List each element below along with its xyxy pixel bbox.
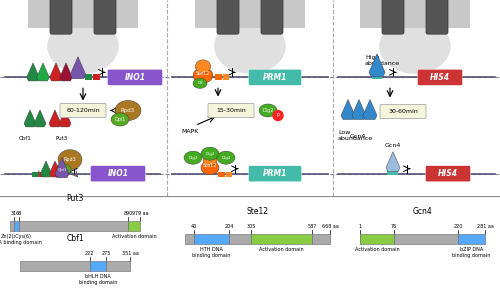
- Text: 222: 222: [85, 251, 94, 256]
- Bar: [14, 221, 19, 231]
- Text: Ste12: Ste12: [246, 207, 268, 216]
- Text: Opi1: Opi1: [114, 117, 126, 122]
- Text: 40: 40: [190, 224, 197, 229]
- Text: Put3: Put3: [56, 135, 68, 141]
- Ellipse shape: [201, 161, 219, 175]
- FancyBboxPatch shape: [108, 69, 162, 86]
- Ellipse shape: [47, 19, 119, 74]
- Polygon shape: [34, 110, 46, 127]
- Text: 60-120min: 60-120min: [66, 108, 100, 113]
- Polygon shape: [36, 63, 50, 81]
- Text: HTH DNA
binding domain: HTH DNA binding domain: [192, 247, 230, 258]
- Polygon shape: [352, 100, 366, 120]
- FancyBboxPatch shape: [261, 0, 283, 34]
- Text: Dig2: Dig2: [221, 156, 231, 160]
- Text: 281 aa: 281 aa: [476, 224, 494, 229]
- Bar: [372, 74, 382, 79]
- Text: Activation domain: Activation domain: [260, 247, 304, 252]
- Text: 15-30min: 15-30min: [216, 108, 246, 113]
- Bar: [128, 221, 140, 231]
- Bar: [10, 221, 14, 231]
- Polygon shape: [60, 63, 72, 81]
- Text: INO1: INO1: [124, 73, 146, 82]
- Ellipse shape: [203, 154, 217, 166]
- Text: INO1: INO1: [108, 169, 128, 178]
- Bar: [226, 172, 232, 177]
- Polygon shape: [50, 63, 62, 81]
- Text: Cbf1: Cbf1: [66, 234, 84, 243]
- Text: D2: D2: [197, 81, 203, 85]
- Ellipse shape: [184, 151, 202, 164]
- Bar: [387, 170, 398, 175]
- Ellipse shape: [380, 19, 451, 74]
- Polygon shape: [50, 161, 60, 177]
- Bar: [195, 0, 305, 28]
- Bar: [230, 234, 251, 244]
- FancyBboxPatch shape: [248, 166, 302, 182]
- Polygon shape: [49, 110, 61, 127]
- Text: PRM1: PRM1: [263, 169, 287, 178]
- Bar: [223, 74, 229, 80]
- Text: Put3: Put3: [66, 194, 84, 203]
- Text: HIS4: HIS4: [430, 73, 450, 82]
- Ellipse shape: [196, 60, 210, 73]
- Polygon shape: [40, 161, 52, 177]
- Text: Rpd3: Rpd3: [64, 157, 76, 162]
- FancyBboxPatch shape: [50, 0, 72, 34]
- Polygon shape: [386, 152, 400, 172]
- Text: Dig2: Dig2: [262, 108, 274, 113]
- Bar: [106, 261, 130, 271]
- Bar: [20, 261, 89, 271]
- Bar: [93, 74, 100, 80]
- Bar: [85, 74, 92, 80]
- FancyBboxPatch shape: [94, 0, 116, 34]
- Polygon shape: [369, 54, 385, 77]
- Bar: [28, 0, 138, 28]
- FancyBboxPatch shape: [380, 104, 426, 118]
- Polygon shape: [70, 57, 86, 79]
- Ellipse shape: [214, 19, 286, 74]
- Text: 220: 220: [453, 224, 462, 229]
- Polygon shape: [341, 100, 355, 120]
- Text: bHLH DNA
binding domain: bHLH DNA binding domain: [78, 274, 117, 285]
- Text: HIS4: HIS4: [438, 169, 458, 178]
- Text: 890: 890: [124, 211, 133, 216]
- Text: 305: 305: [246, 224, 256, 229]
- Circle shape: [273, 110, 283, 120]
- Ellipse shape: [193, 78, 207, 89]
- Bar: [185, 234, 194, 244]
- Bar: [394, 234, 458, 244]
- Bar: [360, 234, 394, 244]
- Text: Cbf1: Cbf1: [18, 135, 32, 141]
- Bar: [215, 74, 222, 80]
- Text: Dig2: Dig2: [188, 156, 198, 160]
- Bar: [19, 221, 128, 231]
- Text: 31: 31: [11, 211, 17, 216]
- Text: Gcn4: Gcn4: [412, 207, 432, 216]
- FancyBboxPatch shape: [248, 69, 302, 86]
- Text: 68: 68: [16, 211, 22, 216]
- Text: 76: 76: [390, 224, 397, 229]
- Ellipse shape: [58, 150, 82, 170]
- Text: Gcn4: Gcn4: [385, 143, 401, 148]
- Text: Rpd3: Rpd3: [121, 108, 135, 113]
- Bar: [32, 172, 38, 177]
- Text: P: P: [276, 113, 280, 118]
- FancyBboxPatch shape: [418, 69, 463, 86]
- Text: MAPK: MAPK: [182, 129, 198, 134]
- Ellipse shape: [201, 147, 219, 160]
- Text: High
abundance: High abundance: [365, 55, 400, 66]
- FancyBboxPatch shape: [208, 103, 254, 118]
- FancyBboxPatch shape: [426, 166, 470, 182]
- Bar: [251, 234, 312, 244]
- Polygon shape: [24, 110, 36, 127]
- Bar: [360, 0, 470, 28]
- Bar: [458, 234, 485, 244]
- Text: Activation domain: Activation domain: [355, 247, 400, 252]
- Text: bZIP DNA
binding domain: bZIP DNA binding domain: [452, 247, 490, 258]
- Text: Zn(2)₂Cys(6)
DNA binding domain: Zn(2)₂Cys(6) DNA binding domain: [0, 234, 42, 245]
- Text: PRM1: PRM1: [263, 73, 287, 82]
- Ellipse shape: [193, 68, 213, 83]
- Text: 30-60min: 30-60min: [388, 109, 418, 114]
- Ellipse shape: [115, 100, 141, 120]
